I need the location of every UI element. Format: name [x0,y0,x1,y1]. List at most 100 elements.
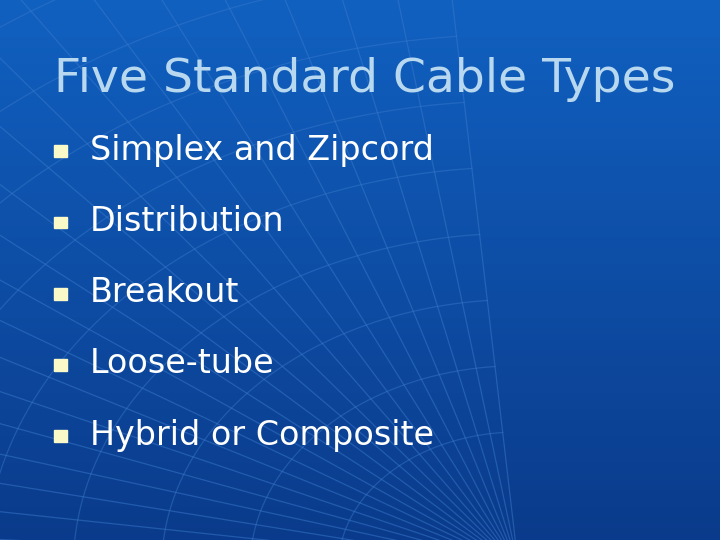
Bar [0,448,720,454]
Bar [0,211,720,216]
Bar [0,427,720,432]
Bar [0,437,720,443]
Bar [0,238,720,243]
Bar [0,200,720,205]
Text: Hybrid or Composite: Hybrid or Composite [90,418,434,452]
Bar [0,103,720,108]
Bar [0,281,720,286]
Bar [0,502,720,508]
Bar [0,270,720,275]
Bar [0,65,720,70]
Bar [0,346,720,351]
Bar [0,302,720,308]
Bar [0,362,720,367]
Bar [0,76,720,81]
Bar [0,319,720,324]
Bar [0,329,720,335]
Bar [0,184,720,189]
Bar [0,405,720,410]
Bar [0,535,720,540]
Bar [0,243,720,248]
Bar [0,454,720,459]
Bar [0,513,720,518]
Bar [0,367,720,373]
Bar [0,400,720,405]
Bar [0,475,720,481]
Bar [0,470,720,475]
Bar [0,162,720,167]
Bar [0,16,720,22]
Bar [0,5,720,11]
Bar [0,11,720,16]
Bar [0,292,720,297]
Bar [0,508,720,513]
Bar [0,335,720,340]
Bar [0,151,720,157]
Bar [0,81,720,86]
Bar [0,167,720,173]
Bar [0,459,720,464]
Bar [0,351,720,356]
Bar [0,216,720,221]
Bar [0,22,720,27]
Text: Simplex and Zipcord: Simplex and Zipcord [90,133,434,167]
Bar [0,383,720,389]
Bar [0,481,720,486]
Bar [54,430,68,442]
Bar [0,32,720,38]
Bar [0,394,720,400]
Bar [0,340,720,346]
Bar [0,54,720,59]
Bar [0,313,720,319]
Bar [0,130,720,135]
Bar [0,205,720,211]
Bar [0,265,720,270]
Bar [0,221,720,227]
Text: Distribution: Distribution [90,205,284,238]
Bar [0,0,720,5]
Text: Loose-tube: Loose-tube [90,347,274,381]
Bar [0,146,720,151]
Bar [0,140,720,146]
Bar [0,378,720,383]
Bar [0,135,720,140]
Bar [0,373,720,378]
Bar [0,416,720,421]
Bar [54,359,68,371]
Bar [0,189,720,194]
Bar [0,421,720,427]
Bar [0,486,720,491]
Bar [0,194,720,200]
Bar [54,145,68,157]
Bar [0,443,720,448]
Bar [0,518,720,524]
Bar [0,275,720,281]
Bar [0,464,720,470]
Bar [0,254,720,259]
Bar [0,70,720,76]
Text: Breakout: Breakout [90,276,239,309]
Bar [0,92,720,97]
Bar [0,389,720,394]
Bar [0,178,720,184]
Bar [54,288,68,300]
Bar [0,529,720,535]
Bar [54,217,68,228]
Bar [0,59,720,65]
Bar [0,86,720,92]
Bar [0,524,720,529]
Bar [0,97,720,103]
Text: Five Standard Cable Types: Five Standard Cable Types [54,57,675,102]
Bar [0,491,720,497]
Bar [0,108,720,113]
Bar [0,356,720,362]
Bar [0,432,720,437]
Bar [0,286,720,292]
Bar [0,157,720,162]
Bar [0,297,720,302]
Bar [0,227,720,232]
Bar [0,308,720,313]
Bar [0,248,720,254]
Bar [0,259,720,265]
Bar [0,173,720,178]
